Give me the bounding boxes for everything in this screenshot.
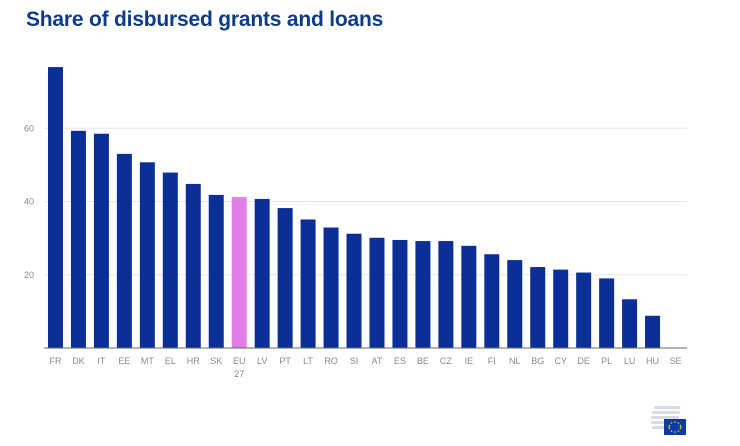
bar-dk	[70, 130, 86, 348]
x-tick-label: LU	[624, 356, 636, 366]
x-tick-label: SI	[350, 356, 359, 366]
x-tick-label: CZ	[440, 356, 452, 366]
y-tick-label: 20	[24, 270, 34, 280]
x-tick-label: HR	[187, 356, 200, 366]
x-tick-label: IE	[465, 356, 474, 366]
x-tick-label: NL	[509, 356, 521, 366]
bar-fi	[484, 254, 500, 348]
y-tick-label: 40	[24, 197, 34, 207]
bar-lv	[254, 198, 270, 348]
bar-sk	[208, 194, 224, 348]
chart-title: Share of disbursed grants and loans	[26, 8, 384, 31]
x-tick-label: DK	[72, 356, 85, 366]
bar-hr	[185, 183, 201, 348]
x-axis-labels: FR DK IT EE MT EL HR SK EU 27 LV PT LT RO SI AT ES BE CZ IE…	[49, 356, 681, 379]
x-tick-label: BG	[531, 356, 544, 366]
x-tick-label: RO	[324, 356, 338, 366]
bars	[47, 67, 661, 349]
bar-si	[346, 233, 362, 348]
bar-mt	[139, 162, 155, 348]
x-tick-label: FR	[49, 356, 61, 366]
x-tick-label: EE	[118, 356, 130, 366]
bar-ee	[116, 153, 132, 348]
x-tick-label: CY	[554, 356, 567, 366]
x-tick-label: EU	[233, 356, 246, 366]
bar-lu	[622, 299, 638, 348]
bar-lt	[300, 219, 316, 348]
bar-nl	[507, 260, 523, 348]
x-tick-label: FI	[488, 356, 496, 366]
x-tick-label: SE	[670, 356, 682, 366]
x-tick-label: PT	[279, 356, 291, 366]
bar-be	[415, 241, 431, 348]
bar-eu-27	[231, 197, 247, 348]
x-tick-label: AT	[372, 356, 383, 366]
x-tick-label: LV	[257, 356, 267, 366]
bar-it	[93, 133, 109, 348]
y-axis-ticks: 20 40 60	[24, 123, 34, 280]
x-tick-label: HU	[646, 356, 659, 366]
x-tick-label: EL	[165, 356, 176, 366]
bar-bg	[530, 267, 546, 348]
x-tick-label: IT	[97, 356, 106, 366]
x-tick-label: ES	[394, 356, 406, 366]
x-tick-label: MT	[141, 356, 154, 366]
bar-pt	[277, 208, 293, 348]
bar-es	[392, 239, 408, 348]
x-tick-label: SK	[210, 356, 222, 366]
y-tick-label: 60	[24, 123, 34, 133]
bar-de	[576, 272, 592, 348]
eu-flag-logo-icon	[651, 406, 686, 435]
bar-hu	[645, 315, 661, 348]
x-tick-label: 27	[234, 369, 244, 379]
x-tick-label: DE	[577, 356, 590, 366]
bar-ie	[461, 245, 477, 348]
bar-ro	[323, 227, 339, 348]
bar-at	[369, 237, 385, 348]
x-tick-label: LT	[303, 356, 313, 366]
x-tick-label: PL	[601, 356, 612, 366]
bar-fr	[47, 67, 63, 349]
bar-pl	[599, 278, 615, 348]
bar-cy	[553, 269, 569, 348]
bar-el	[162, 172, 178, 348]
x-tick-label: BE	[417, 356, 429, 366]
bar-cz	[438, 241, 454, 348]
